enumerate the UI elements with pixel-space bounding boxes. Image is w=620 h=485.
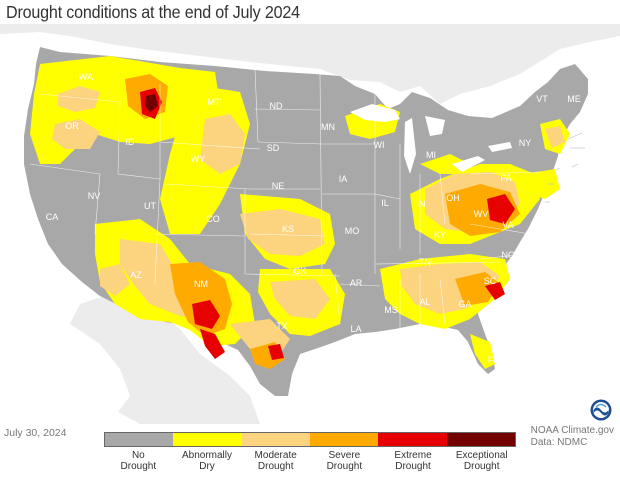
- legend: No Drought Abnormally Dry Moderate Droug…: [104, 432, 516, 472]
- state-label-nm: NM: [194, 279, 208, 289]
- state-label-oh: OH: [446, 193, 460, 203]
- state-label-me: ME: [567, 94, 581, 104]
- state-label-nh: NH: [583, 127, 596, 137]
- state-label-ar: AR: [350, 278, 363, 288]
- drought-map-svg: WA OR ID MT WY NV CA UT CO AZ NM ND SD N…: [0, 24, 620, 424]
- state-label-nd: ND: [270, 101, 283, 111]
- state-label-vt: VT: [536, 94, 548, 104]
- state-label-va: VA: [502, 220, 513, 230]
- label-leader-lines: [545, 132, 585, 203]
- state-label-tx: TX: [276, 321, 288, 331]
- map-date: July 30, 2024: [4, 427, 67, 439]
- legend-label-exceptional-drought: Exceptional Drought: [455, 450, 508, 472]
- legend-swatch-extreme-drought: [378, 433, 447, 446]
- state-label-ma: MA: [587, 142, 601, 152]
- legend-label-extreme-drought: Extreme Drought: [394, 450, 432, 472]
- state-label-mo: MO: [345, 226, 360, 236]
- state-label-in: IN: [417, 199, 426, 209]
- credit-data: Data: NDMC: [530, 437, 588, 448]
- credit-source: NOAA Climate.gov: [530, 425, 614, 436]
- state-label-wy: WY: [191, 154, 206, 164]
- state-label-md: MD: [550, 212, 564, 222]
- state-label-ks: KS: [282, 224, 294, 234]
- state-label-il: IL: [381, 198, 389, 208]
- state-label-pa: PA: [500, 173, 511, 183]
- state-label-co: CO: [206, 214, 220, 224]
- drought-map: WA OR ID MT WY NV CA UT CO AZ NM ND SD N…: [0, 24, 620, 424]
- map-credit: NOAA Climate.gov Data: NDMC: [531, 425, 614, 449]
- legend-color-bar: [104, 432, 516, 447]
- legend-swatch-abnormally-dry: [173, 433, 242, 446]
- state-label-nv: NV: [88, 191, 101, 201]
- state-label-nc: NC: [502, 250, 515, 260]
- background-land: [0, 24, 620, 424]
- state-label-wi: WI: [374, 140, 385, 150]
- state-label-mn: MN: [321, 122, 335, 132]
- state-label-de: DE: [552, 196, 565, 206]
- state-label-tn: TN: [419, 257, 431, 267]
- map-title: Drought conditions at the end of July 20…: [6, 2, 300, 22]
- state-label-wv: WV: [474, 209, 489, 219]
- state-label-or: OR: [65, 121, 79, 131]
- state-label-ct: CT: [561, 162, 573, 172]
- state-label-ne: NE: [272, 181, 285, 191]
- state-label-ut: UT: [144, 201, 156, 211]
- state-label-sc: SC: [484, 276, 497, 286]
- state-label-sd: SD: [267, 143, 280, 153]
- state-label-fl: FL: [488, 355, 499, 365]
- noaa-logo-icon: [590, 399, 612, 421]
- legend-swatch-moderate-drought: [241, 433, 310, 446]
- state-label-la: LA: [350, 324, 361, 334]
- state-label-id: ID: [126, 137, 136, 147]
- state-label-wa: WA: [79, 72, 93, 82]
- state-label-ms: MS: [384, 305, 398, 315]
- state-labels: WA OR ID MT WY NV CA UT CO AZ NM ND SD N…: [46, 72, 601, 365]
- legend-swatch-exceptional-drought: [446, 433, 515, 446]
- state-label-ia: IA: [339, 174, 348, 184]
- state-label-ok: OK: [293, 266, 306, 276]
- state-label-ny: NY: [519, 138, 532, 148]
- state-label-az: AZ: [130, 270, 142, 280]
- legend-label-severe-drought: Severe Drought: [326, 450, 363, 472]
- state-label-ga: GA: [458, 299, 471, 309]
- state-borders: [29, 68, 541, 329]
- state-label-ky: KY: [434, 230, 446, 240]
- state-label-nj: NJ: [557, 177, 568, 187]
- state-label-mt: MT: [208, 97, 221, 107]
- legend-labels: No Drought Abnormally Dry Moderate Droug…: [104, 447, 516, 472]
- legend-swatch-severe-drought: [309, 433, 379, 446]
- legend-label-abnormally-dry: Abnormally Dry: [181, 450, 233, 472]
- exceptional-drought-regions: [145, 94, 158, 112]
- state-label-mi: MI: [426, 150, 436, 160]
- great-lakes: [350, 104, 512, 174]
- state-label-al: AL: [419, 297, 430, 307]
- state-label-ca: CA: [46, 212, 59, 222]
- state-label-ri: RI: [580, 157, 589, 167]
- legend-label-no-drought: No Drought: [120, 450, 157, 472]
- legend-swatch-no-drought: [105, 433, 174, 446]
- legend-label-moderate-drought: Moderate Drought: [254, 450, 297, 472]
